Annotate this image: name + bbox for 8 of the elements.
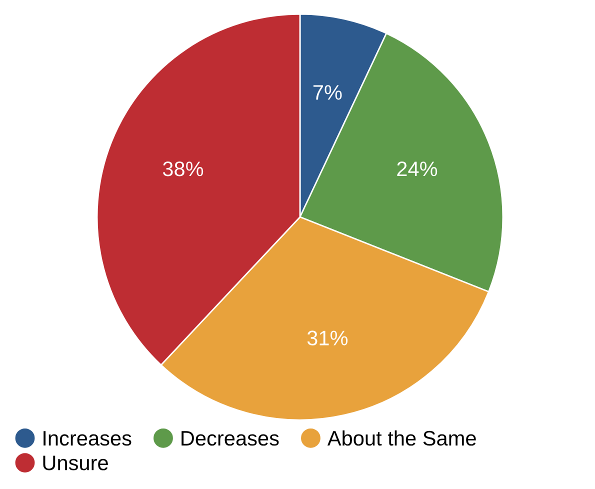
data-label: 24% xyxy=(397,162,438,176)
data-label: 7% xyxy=(313,85,342,100)
legend-label: Increases xyxy=(44,431,132,446)
legend-label: Decreases xyxy=(182,431,279,446)
data-label: 38% xyxy=(162,162,204,176)
legend-label: Unsure xyxy=(43,456,108,470)
data-label: 31% xyxy=(307,330,348,346)
legend-label: About the Same xyxy=(327,430,476,446)
